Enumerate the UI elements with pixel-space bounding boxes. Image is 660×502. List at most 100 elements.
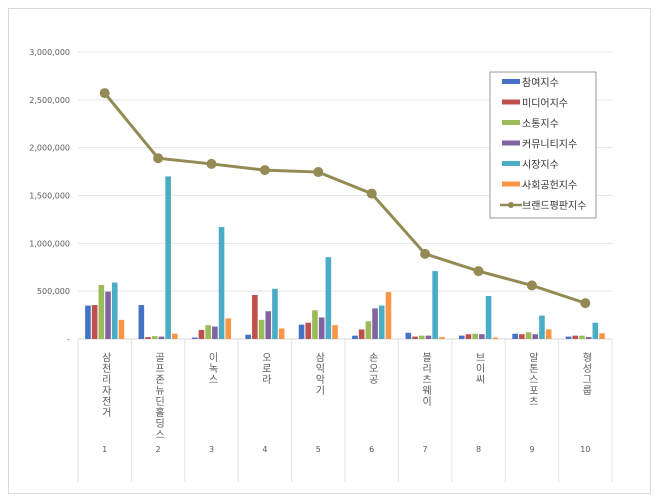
category-label: 오로라: [259, 352, 271, 385]
bar-커뮤니티지수: [425, 335, 432, 339]
line-point: [206, 158, 217, 169]
category-label: 이녹스: [206, 352, 218, 385]
legend-label: 시장지수: [522, 159, 559, 171]
legend-label: 참여지수: [522, 77, 559, 89]
line-point: [526, 280, 537, 291]
bar-소통지수: [365, 321, 372, 339]
bar-참여지수: [298, 324, 305, 339]
rank-label: 10: [580, 445, 590, 454]
bar-시장지수: [272, 288, 278, 339]
bar-미디어지수: [145, 337, 151, 339]
rank-label: 7: [423, 445, 428, 454]
legend-label: 사회공헌지수: [522, 180, 577, 192]
bar-커뮤니티지수: [532, 334, 539, 339]
bar-커뮤니티지수: [158, 336, 165, 339]
legend-swatch: [502, 120, 520, 125]
line-point: [259, 165, 270, 176]
category-label: 손오공: [366, 352, 378, 385]
legend-label: 소통지수: [522, 118, 559, 130]
bar-참여지수: [405, 332, 412, 339]
bar-사회공헌지수: [439, 337, 445, 339]
bar-소통지수: [258, 319, 265, 339]
bar-미디어지수: [91, 305, 98, 339]
bar-소통지수: [205, 325, 211, 339]
bar-시장지수: [111, 282, 118, 339]
bar-참여지수: [245, 334, 251, 339]
y-tick-label: -: [67, 335, 70, 344]
bar-커뮤니티지수: [318, 317, 325, 339]
bar-소통지수: [98, 284, 105, 339]
bar-커뮤니티지수: [265, 311, 272, 339]
bar-소통지수: [525, 332, 532, 339]
bar-참여지수: [565, 336, 572, 339]
bar-커뮤니티지수: [372, 308, 378, 339]
bar-사회공헌지수: [599, 333, 605, 339]
category-label: 브이씨: [473, 352, 485, 385]
bar-시장지수: [325, 257, 332, 339]
bar-사회공헌지수: [118, 319, 125, 339]
bar-사회공헌지수: [278, 328, 285, 339]
y-tick-label: 1,500,000: [29, 192, 70, 201]
bar-커뮤니티지수: [212, 326, 218, 339]
category-label: 알톤스포츠: [526, 352, 538, 407]
bar-소통지수: [151, 336, 158, 339]
line-point: [153, 153, 164, 164]
legend-label: 브랜드평판지수: [522, 200, 586, 212]
rank-label: 2: [156, 445, 161, 454]
bar-커뮤니티지수: [585, 337, 592, 339]
rank-label: 8: [476, 445, 481, 454]
bar-미디어지수: [198, 329, 205, 339]
line-point: [366, 188, 377, 199]
rank-label: 9: [529, 445, 534, 454]
y-tick-label: 2,000,000: [29, 144, 70, 153]
bar-소통지수: [312, 310, 318, 339]
bar-참여지수: [512, 333, 518, 339]
bar-미디어지수: [358, 329, 365, 339]
y-tick-label: 3,000,000: [29, 48, 70, 57]
category-label: 형성그룹: [580, 352, 592, 396]
line-point: [313, 167, 324, 178]
bar-시장지수: [485, 295, 492, 339]
line-point: [580, 298, 591, 309]
bar-참여지수: [352, 335, 358, 339]
bar-미디어지수: [465, 334, 472, 339]
bar-사회공헌지수: [172, 333, 178, 339]
category-label: 골프존뉴딘홀딩스: [153, 352, 165, 440]
y-tick-label: 1,000,000: [29, 239, 70, 248]
legend-swatch: [502, 181, 520, 187]
y-tick-label: 500,000: [37, 287, 70, 296]
line-point: [420, 248, 431, 259]
bar-미디어지수: [412, 336, 418, 339]
rank-label: 6: [369, 445, 374, 454]
bar-미디어지수: [252, 294, 258, 339]
chart-frame: [8, 8, 651, 494]
bar-미디어지수: [305, 322, 312, 339]
line-point: [99, 88, 110, 99]
legend-marker: [508, 202, 514, 208]
bar-시장지수: [165, 176, 171, 339]
bar-시장지수: [432, 271, 438, 339]
bar-사회공헌지수: [385, 292, 392, 339]
category-label: 블리츠웨이: [420, 352, 432, 407]
line-point: [473, 266, 484, 277]
bar-소통지수: [579, 335, 585, 339]
bar-커뮤니티지수: [479, 334, 485, 339]
bar-시장지수: [378, 305, 385, 339]
category-label: 삼천리자전거: [99, 352, 111, 418]
category-label: 삼익악기: [313, 352, 325, 396]
bar-커뮤니티지수: [105, 291, 111, 339]
y-tick-label: 2,500,000: [29, 96, 70, 105]
bar-참여지수: [138, 305, 145, 339]
bar-사회공헌지수: [492, 337, 499, 339]
line-브랜드평판지수: [103, 92, 586, 305]
bar-소통지수: [472, 333, 478, 339]
rank-label: 1: [102, 445, 107, 454]
bar-사회공헌지수: [545, 329, 552, 339]
rank-label: 5: [316, 445, 321, 454]
legend-swatch: [502, 79, 520, 84]
bar-참여지수: [85, 305, 91, 339]
bar-사회공헌지수: [332, 325, 338, 339]
rank-label: 4: [262, 445, 267, 454]
bar-참여지수: [458, 335, 465, 339]
